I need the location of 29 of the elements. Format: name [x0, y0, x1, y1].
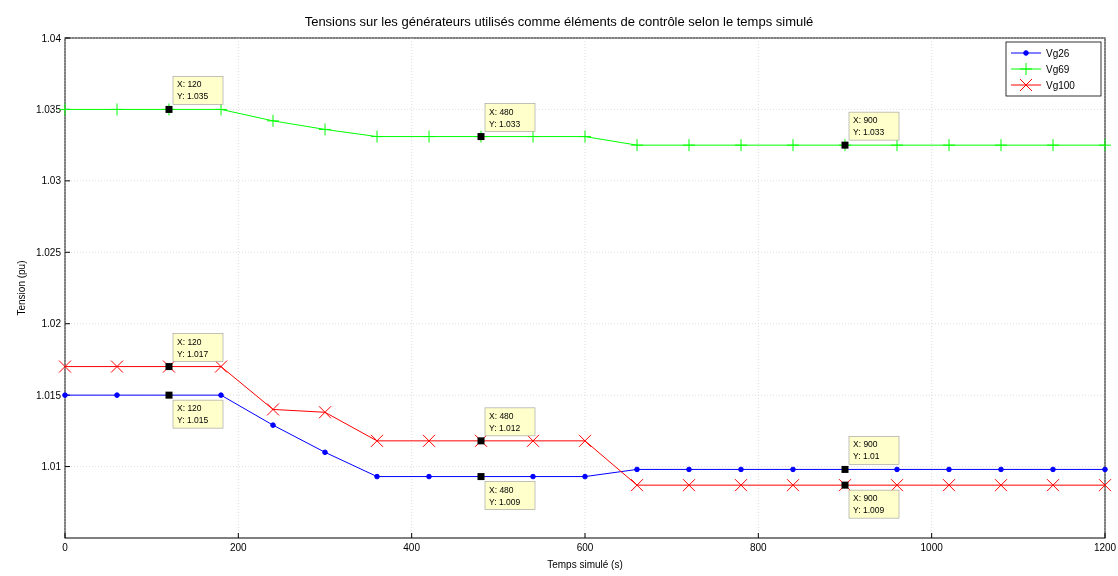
legend-label: Vg26	[1046, 47, 1070, 59]
annotation: X: 120 Y: 1.017	[177, 336, 209, 359]
y-tick-label: 1.025	[35, 246, 62, 258]
annotation: X: 120 Y: 1.015	[177, 403, 209, 426]
annotation: X: 900 Y: 1.009	[853, 493, 885, 516]
y-tick-label: 1.015	[35, 389, 62, 401]
y-tick-label: 1.01	[41, 461, 62, 473]
annotation: X: 900 Y: 1.01	[853, 439, 880, 462]
x-tick-label: 0	[62, 542, 69, 553]
annotation: X: 480 Y: 1.012	[489, 410, 521, 433]
y-tick-label: 1.035	[35, 103, 62, 115]
y-tick-label: 1.02	[41, 318, 62, 330]
legend-label: Vg100	[1046, 79, 1076, 91]
y-tick-label: 1.03	[41, 175, 62, 187]
annotation: X: 900 Y: 1.033	[853, 115, 885, 138]
annotation: X: 480 Y: 1.033	[489, 106, 521, 129]
chart-title: Tensions sur les générateurs utilisés comme éléments de contrôle selon le temps simulé	[304, 14, 814, 29]
x-tick-label: 800	[749, 542, 768, 553]
legend-label: Vg69	[1046, 63, 1070, 75]
x-tick-label: 200	[229, 542, 248, 553]
x-tick-label: 1000	[920, 542, 944, 553]
y-axis-title: Tension (pu)	[16, 260, 27, 316]
annotation: X: 480 Y: 1.009	[489, 484, 521, 507]
x-tick-label: 400	[403, 542, 421, 553]
x-tick-label: 1200	[1093, 542, 1117, 553]
x-axis-title: Temps simulé (s)	[547, 559, 623, 570]
annotation: X: 120 Y: 1.035	[177, 79, 209, 102]
x-tick-label: 600	[576, 542, 594, 553]
y-tick-label: 1.04	[41, 32, 62, 44]
